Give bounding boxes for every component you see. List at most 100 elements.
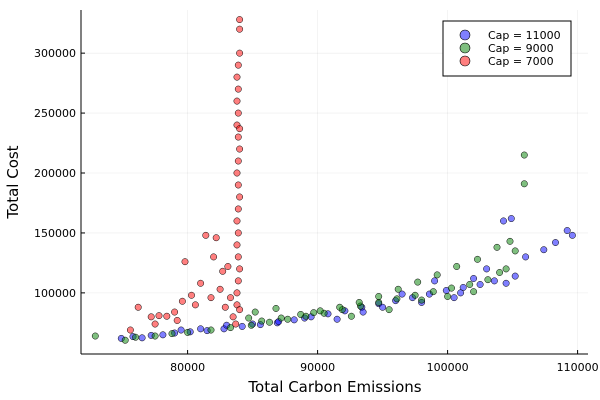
data-point [290, 316, 298, 324]
data-point [224, 263, 232, 270]
data-point [266, 318, 273, 326]
data-point [520, 180, 528, 188]
data-point [393, 295, 401, 303]
data-point [212, 234, 220, 242]
data-point [245, 314, 253, 322]
legend-label-cap-11000: Cap = 11000 [488, 29, 561, 42]
legend-marker-cap-11000 [459, 29, 471, 41]
x-axis-title: Total Carbon Emissions [247, 378, 421, 396]
y-gridlines [81, 52, 588, 294]
data-points [91, 16, 576, 344]
data-point [398, 290, 406, 298]
data-point [431, 277, 439, 285]
data-point [234, 229, 242, 237]
data-point [563, 227, 571, 234]
data-point [333, 315, 341, 323]
data-point [502, 265, 510, 273]
x-tick-label: 80000 [170, 361, 205, 374]
data-point [375, 299, 383, 306]
data-point [234, 253, 242, 261]
data-point [138, 334, 146, 342]
data-point [233, 73, 241, 81]
data-point [476, 281, 484, 288]
data-point [258, 317, 266, 325]
data-point [177, 326, 185, 334]
y-tick-label: 250000 [34, 107, 76, 120]
data-point [233, 97, 241, 105]
series-cap-7000 [126, 16, 244, 334]
data-point [236, 306, 244, 314]
data-point [238, 322, 246, 330]
data-point [236, 125, 244, 133]
data-point [310, 309, 318, 317]
data-point [247, 321, 255, 329]
data-point [134, 303, 142, 311]
data-point [336, 303, 344, 311]
data-point [207, 326, 215, 334]
data-point [232, 320, 240, 328]
x-axis-ticks: 80000 90000 100000 110000 [170, 350, 599, 374]
data-point [502, 279, 510, 287]
legend-marker-cap-9000 [459, 42, 471, 54]
data-point [511, 272, 519, 280]
y-axis-ticks: 100000 150000 200000 250000 300000 [34, 47, 85, 300]
data-point [197, 325, 205, 333]
data-point [316, 307, 324, 315]
data-point [233, 241, 241, 249]
data-point [251, 308, 259, 316]
data-point [234, 205, 242, 213]
data-point [202, 231, 210, 239]
data-point [171, 308, 179, 316]
data-point [284, 315, 292, 323]
data-point [227, 324, 234, 332]
data-point [470, 275, 478, 282]
data-point [234, 133, 242, 141]
data-point [385, 306, 393, 314]
legend-marker-cap-7000 [459, 55, 471, 67]
data-point [147, 313, 155, 321]
y-tick-label: 200000 [34, 167, 76, 180]
data-point [236, 145, 244, 153]
data-point [552, 239, 559, 246]
data-point [496, 269, 504, 276]
data-point [151, 320, 159, 328]
data-point [233, 289, 241, 297]
data-point [500, 217, 507, 225]
data-point [433, 271, 441, 279]
data-point [234, 109, 242, 117]
data-point [474, 255, 481, 263]
data-point [188, 291, 195, 299]
data-point [197, 279, 205, 287]
data-point [394, 285, 402, 293]
data-point [379, 303, 387, 311]
x-tick-label: 110000 [557, 361, 599, 374]
data-point [490, 277, 498, 285]
data-point [375, 293, 383, 300]
data-point [457, 289, 465, 297]
data-point [448, 284, 455, 292]
legend-label-cap-9000: Cap = 9000 [488, 42, 554, 55]
data-point [453, 263, 461, 270]
data-point [414, 278, 422, 286]
data-point [540, 246, 548, 254]
series-cap-11000 [117, 215, 576, 342]
data-point [411, 291, 419, 299]
data-point [236, 49, 244, 57]
data-point [444, 293, 452, 300]
data-point [121, 336, 129, 344]
legend-label-cap-7000: Cap = 7000 [488, 55, 554, 68]
data-point [347, 312, 355, 320]
data-point [159, 331, 167, 339]
data-point [155, 312, 163, 320]
data-point [151, 332, 159, 340]
legend: Cap = 11000 Cap = 9000 Cap = 7000 [442, 20, 572, 77]
y-tick-label: 100000 [34, 287, 76, 300]
series-cap-9000 [91, 151, 528, 344]
data-point [236, 265, 244, 273]
data-point [210, 253, 218, 261]
data-point [216, 285, 224, 293]
data-point [234, 85, 242, 93]
data-point [132, 333, 140, 341]
data-point [511, 247, 519, 255]
